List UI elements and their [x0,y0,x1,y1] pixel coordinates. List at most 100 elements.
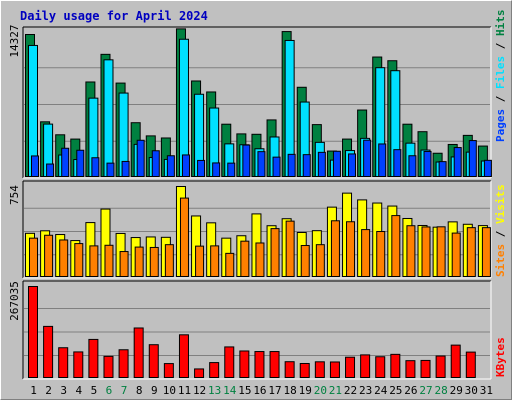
day-label-20: 20 [314,384,327,397]
kbytes-bar-2 [43,325,54,378]
day-label-31: 31 [480,384,493,397]
pages-bar-26 [408,155,417,178]
pages-bar-1 [31,155,39,177]
sites-bar-8 [134,246,144,278]
sites-bar-12 [195,245,205,278]
kbytes-bar-28 [435,355,446,378]
sites-bar-6 [104,244,114,278]
hits-max-label: 14327 [8,24,21,57]
pages-bar-7 [121,160,130,178]
day-label-12: 12 [193,384,206,397]
sites-bar-2 [44,234,54,277]
day-label-18: 18 [284,384,297,397]
sites-bar-4 [74,243,84,278]
day-label-11: 11 [178,384,191,397]
kbytes-bar-25 [390,353,401,379]
kbytes-max-label: 267035 [8,281,21,321]
day-label-28: 28 [434,384,447,397]
sites-bar-23 [361,229,371,278]
pages-bar-27 [423,150,432,178]
day-label-24: 24 [374,384,388,397]
sites-bar-20 [315,244,325,277]
sites-bar-11 [179,197,189,278]
legend-sep-3: / [494,224,507,244]
day-label-21: 21 [329,384,342,397]
pages-bar-16 [257,151,266,177]
pages-bar-24 [378,143,387,177]
legend-sep-1: / [494,89,507,109]
day-label-22: 22 [344,384,357,397]
day-label-5: 5 [91,384,98,397]
kbytes-bar-1 [28,286,38,378]
pages-bar-10 [166,155,175,178]
pages-bar-15 [242,144,251,177]
kbytes-bar-3 [58,347,69,379]
kbytes-bar-27 [420,359,431,379]
pages-bar-14 [227,162,236,177]
kbytes-bar-26 [405,360,416,378]
day-label-17: 17 [268,384,281,397]
kbytes-bar-17 [269,351,280,379]
legend-files: Files [494,56,507,89]
pages-bar-28 [438,161,447,177]
sites-bar-22 [346,221,356,277]
pages-bar-23 [363,139,372,178]
kbytes-bar-6 [103,355,114,379]
sites-bar-17 [270,228,280,278]
pages-bar-18 [287,153,296,177]
kbytes-bar-9 [148,344,159,378]
day-label-8: 8 [136,384,143,397]
legend-kbytes: KBytes [494,337,507,377]
day-label-4: 4 [75,384,82,397]
kbytes-bar-30 [465,351,476,378]
pages-bar-22 [348,153,357,177]
legend-sites: Sites [494,244,507,277]
pages-bar-11 [181,154,190,178]
day-label-26: 26 [404,384,417,397]
kbytes-bar-16 [254,351,265,378]
day-label-23: 23 [359,384,372,397]
chart-title: Daily usage for April 2024 [20,9,208,23]
day-label-27: 27 [419,384,432,397]
day-label-15: 15 [238,384,251,397]
kbytes-bar-7 [118,349,129,378]
day-label-2: 2 [45,384,52,397]
sites-bar-15 [240,240,250,277]
pages-bar-25 [393,149,402,177]
day-label-19: 19 [299,384,312,397]
day-label-3: 3 [60,384,67,397]
sites-bar-31 [481,227,491,277]
day-label-29: 29 [450,384,463,397]
kbytes-bar-22 [345,356,356,378]
sites-bar-28 [436,226,446,278]
sites-bar-21 [330,220,340,277]
sites-bar-27 [421,226,431,277]
pages-bar-21 [332,150,341,177]
sites-bar-7 [119,251,129,278]
day-label-30: 30 [465,384,478,397]
kbytes-bar-5 [88,338,99,378]
legend-sep-2: / [494,36,507,56]
pages-bar-5 [91,157,100,178]
kbytes-bar-24 [375,356,386,379]
kbytes-bar-18 [284,361,295,378]
kbytes-bar-13 [209,362,220,378]
pages-bar-9 [151,150,160,177]
kbytes-bar-10 [163,363,174,379]
sites-bar-30 [466,227,476,277]
sites-bar-25 [391,215,401,278]
kbytes-bar-21 [329,361,340,379]
sites-bar-1 [29,237,38,277]
pages-bar-8 [136,139,145,177]
day-label-7: 7 [121,384,128,397]
kbytes-bar-19 [299,362,310,378]
day-label-6: 6 [106,384,113,397]
pages-bar-19 [302,154,311,178]
pages-bar-31 [483,159,492,177]
sites-bar-26 [406,225,416,277]
kbytes-bar-14 [224,346,235,379]
day-label-10: 10 [163,384,176,397]
pages-bar-29 [453,147,462,177]
